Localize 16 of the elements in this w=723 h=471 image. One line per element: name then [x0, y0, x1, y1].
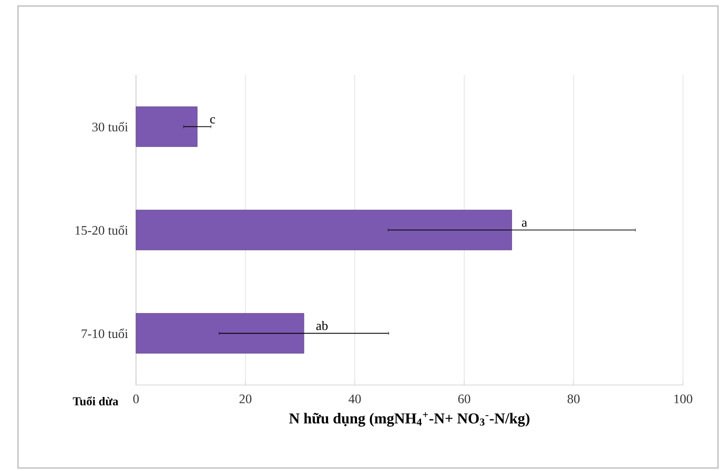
y-tick-label: 15-20 tuổi — [76, 225, 128, 235]
x-tick-label: 60 — [458, 394, 470, 404]
x-tick-label: 0 — [133, 394, 139, 404]
y-tick-label: 30 tuổi — [92, 122, 128, 132]
x-tick-label: 100 — [674, 394, 692, 404]
annotation: a — [522, 220, 528, 227]
x-tick-label: 80 — [568, 394, 580, 404]
y-tick-label: 7-10 tuổi — [82, 328, 128, 338]
bar — [136, 106, 198, 147]
x-tick-label: 20 — [239, 394, 252, 404]
annotation: ab — [316, 320, 328, 330]
x-axis-title: N hữu dụng (mgNH$_{4}$$^{+}$-N+ NO$_{3}$$^{-}$-N/kg) — [289, 412, 530, 427]
bar — [136, 210, 512, 250]
y-axis-title: Tuổi dừa — [72, 396, 118, 406]
annotation: c — [210, 117, 216, 124]
x-tick-label: 40 — [348, 394, 361, 404]
